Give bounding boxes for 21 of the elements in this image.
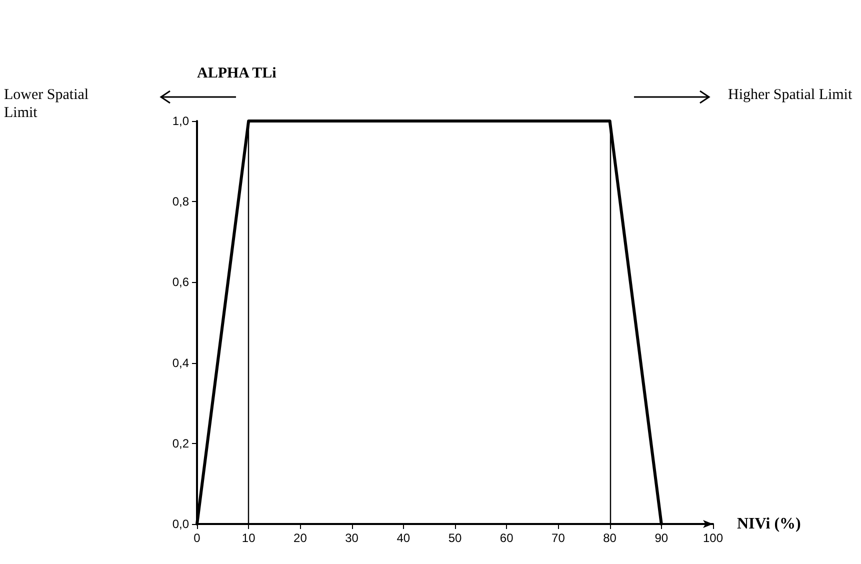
x-tick-label: 70	[552, 531, 566, 545]
x-axis-title: NIVi (%)	[737, 516, 801, 532]
x-tick-label: 0	[194, 531, 201, 545]
x-tick-label: 50	[448, 531, 462, 545]
y-axis-title: ALPHA TLi	[197, 66, 276, 82]
y-tick-label: 1,0	[172, 114, 190, 128]
x-tick-label: 30	[345, 531, 359, 545]
x-tick-label: 100	[702, 531, 724, 545]
y-tick-label: 0,2	[172, 436, 190, 450]
x-tick-label: 90	[654, 531, 668, 545]
text: Lower Spatial Limit	[4, 87, 92, 121]
y-tick-label: 0,0	[172, 517, 190, 531]
text: Higher Spatial Limit	[728, 87, 853, 103]
x-tick-label: 20	[294, 531, 308, 545]
x-tick-label: 80	[603, 531, 617, 545]
y-tick-label: 0,8	[172, 194, 190, 209]
x-tick-label: 10	[242, 531, 256, 545]
y-tick-label: 0,4	[172, 356, 190, 370]
x-tick-label: 40	[396, 531, 410, 545]
y-tick-label: 0,6	[172, 275, 190, 290]
x-tick-label: 60	[500, 531, 514, 545]
